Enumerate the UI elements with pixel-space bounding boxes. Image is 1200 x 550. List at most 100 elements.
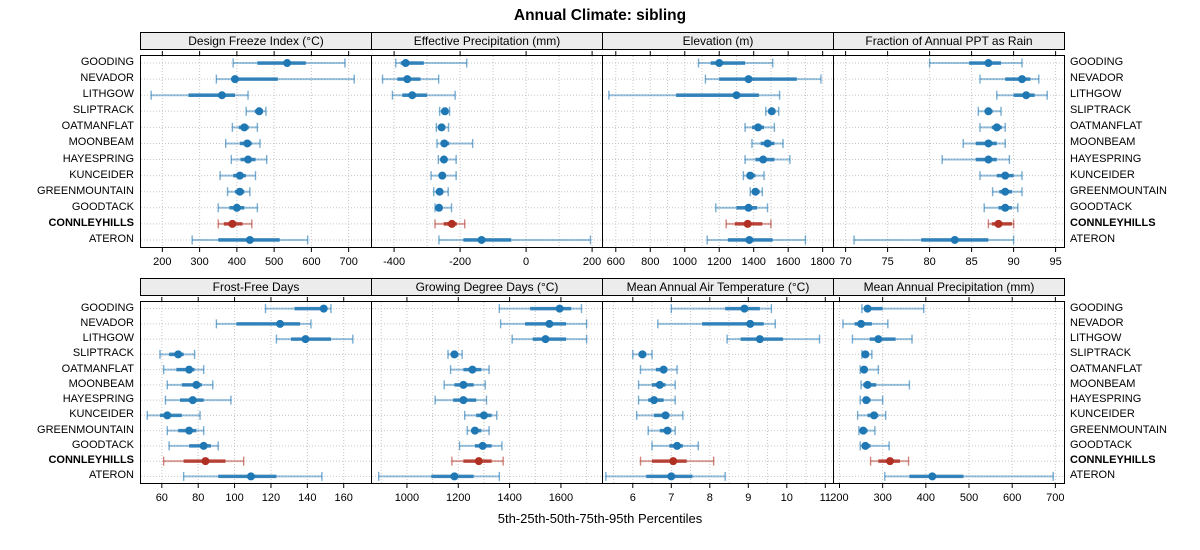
percentile-bar-goodtack: [168, 441, 219, 451]
strip-label: Growing Degree Days (°C): [415, 280, 559, 294]
axis-tick-label: 75: [881, 256, 893, 268]
panel-border: [833, 301, 1065, 484]
panel-border: [371, 55, 603, 248]
axis-tick-label: 600: [302, 256, 320, 268]
percentile-bar-moonbeam: [443, 380, 486, 390]
site-label-nevador: NEVADOR: [1070, 72, 1124, 85]
percentile-bar-sliptrack: [245, 106, 267, 116]
axis-tick-label: 1200: [446, 492, 470, 504]
strip-mean-annual-precipitation: Mean Annual Precipitation (mm): [833, 278, 1065, 296]
percentile-bar-goodtack: [651, 441, 699, 451]
site-label-greenmountain: GREENMOUNTAIN: [37, 423, 134, 436]
site-label-kunceider: KUNCEIDER: [69, 408, 134, 421]
percentile-bar-moonbeam: [637, 380, 676, 390]
axis-tick-label: 80: [192, 492, 204, 504]
panel-border: [833, 55, 1065, 248]
site-label-gooding: GOODING: [1070, 301, 1124, 314]
panel-border: [140, 55, 372, 248]
site-label-sliptrack: SLIPTRACK: [1070, 347, 1132, 360]
percentile-bar-kunceider: [219, 171, 257, 181]
percentile-bar-moonbeam: [224, 138, 261, 148]
strip-mean-annual-air-temperature: Mean Annual Air Temperature (°C): [602, 278, 834, 296]
strip-label: Frost-Free Days: [212, 280, 300, 294]
percentile-bar-hayespring: [164, 395, 232, 405]
percentile-bar-greenmountain: [166, 426, 205, 436]
percentile-bar-moonbeam: [962, 138, 1006, 148]
axis-tick-label: 700: [339, 256, 357, 268]
site-label-connleyhills: CONNLEYHILLS: [48, 216, 134, 229]
axis-tick-label: 7: [668, 492, 674, 504]
strip-elevation: Elevation (m): [602, 32, 834, 50]
percentile-bar-nevador: [215, 74, 355, 84]
percentile-bar-goodtack: [859, 441, 890, 451]
axis-tick-label: 600: [607, 256, 625, 268]
axis-tick-label: -400: [383, 256, 405, 268]
percentile-bar-kunceider: [146, 410, 201, 420]
spacer: [0, 272, 140, 278]
percentile-bar-hayespring: [637, 395, 676, 405]
chart-title: Annual Climate: sibling: [513, 7, 687, 24]
strip-label: Mean Annual Air Temperature (°C): [626, 280, 810, 294]
highlight-percentile-bar-connleyhills: [725, 219, 772, 229]
percentile-bar-greenmountain: [226, 187, 251, 197]
percentile-bar-lithgow: [608, 90, 781, 100]
axis-tick-label: 85: [965, 256, 977, 268]
percentile-bar-oatmanflat: [859, 365, 880, 375]
percentile-bar-hayespring: [859, 395, 884, 405]
site-label-moonbeam: MOONBEAM: [68, 136, 134, 149]
strip-label: Fraction of Annual PPT as Rain: [865, 34, 1033, 48]
axis-tick-label: 500: [960, 492, 978, 504]
percentile-bar-oatmanflat: [231, 122, 259, 132]
site-label-kunceider: KUNCEIDER: [1070, 168, 1135, 181]
site-label-ateron: ATERON: [1070, 469, 1116, 482]
strip-fraction-ppt-rain: Fraction of Annual PPT as Rain: [833, 32, 1065, 50]
percentile-bar-hayespring: [437, 155, 457, 165]
percentile-bar-gooding: [697, 58, 774, 68]
percentile-bar-sliptrack: [159, 349, 196, 359]
percentile-bar-nevador: [657, 319, 776, 329]
percentile-bar-gooding: [264, 304, 332, 314]
site-label-moonbeam: MOONBEAM: [68, 377, 134, 390]
site-label-lithgow: LITHGOW: [1070, 332, 1122, 345]
axis-tick-label: 9: [745, 492, 751, 504]
percentile-bar-ateron: [191, 235, 309, 245]
percentile-bar-kunceider: [856, 410, 887, 420]
percentile-bar-ateron: [884, 471, 1054, 481]
axis-tick-label: 1400: [497, 492, 521, 504]
percentile-bar-greenmountain: [858, 426, 876, 436]
axis-tick-label: 1000: [395, 492, 419, 504]
site-label-goodtack: GOODTACK: [71, 200, 134, 213]
axis-tick-label: 1800: [810, 256, 834, 268]
percentile-bar-gooding: [861, 304, 925, 314]
panel-row-bottom-plot: 60 80 100 120 140 160 1000 1200 1400 1600 6 7 8 9 10 11…: [140, 297, 1065, 504]
strip-label: Design Freeze Index (°C): [188, 34, 324, 48]
axis-tick-label: 120: [262, 492, 280, 504]
strip-growing-degree-days: Growing Degree Days (°C): [371, 278, 603, 296]
site-label-greenmountain: GREENMOUNTAIN: [37, 184, 134, 197]
percentile-bar-nevador: [979, 74, 1040, 84]
percentile-bar-sliptrack: [632, 349, 653, 359]
percentile-bar-ateron: [182, 471, 323, 481]
site-label-nevador: NEVADOR: [80, 72, 134, 85]
axis-tick-label: 6: [630, 492, 636, 504]
site-label-kunceider: KUNCEIDER: [69, 168, 134, 181]
percentile-bar-moonbeam: [860, 380, 911, 390]
percentile-bar-greenmountain: [749, 187, 764, 197]
site-label-greenmountain: GREENMOUNTAIN: [1070, 184, 1167, 197]
axis-tick-label: 300: [873, 492, 891, 504]
percentile-bar-lithgow: [851, 334, 913, 344]
percentile-bar-lithgow: [726, 334, 821, 344]
percentile-bar-hayespring: [230, 155, 268, 165]
percentile-bar-hayespring: [941, 155, 1011, 165]
percentile-bar-greenmountain: [991, 187, 1023, 197]
panel-border: [371, 301, 603, 484]
site-label-sliptrack: SLIPTRACK: [72, 104, 134, 117]
axis-tick-label: 200: [583, 256, 601, 268]
panel-row-top-plot: 200 300 400 500 600 700 -400 -200 0 200 600 800 1000…: [140, 51, 1065, 268]
axis-tick-label: -200: [449, 256, 471, 268]
percentile-bar-ateron: [706, 235, 807, 245]
percentile-bar-nevador: [215, 319, 312, 329]
percentile-bar-greenmountain: [647, 426, 676, 436]
percentile-bar-oatmanflat: [162, 365, 205, 375]
